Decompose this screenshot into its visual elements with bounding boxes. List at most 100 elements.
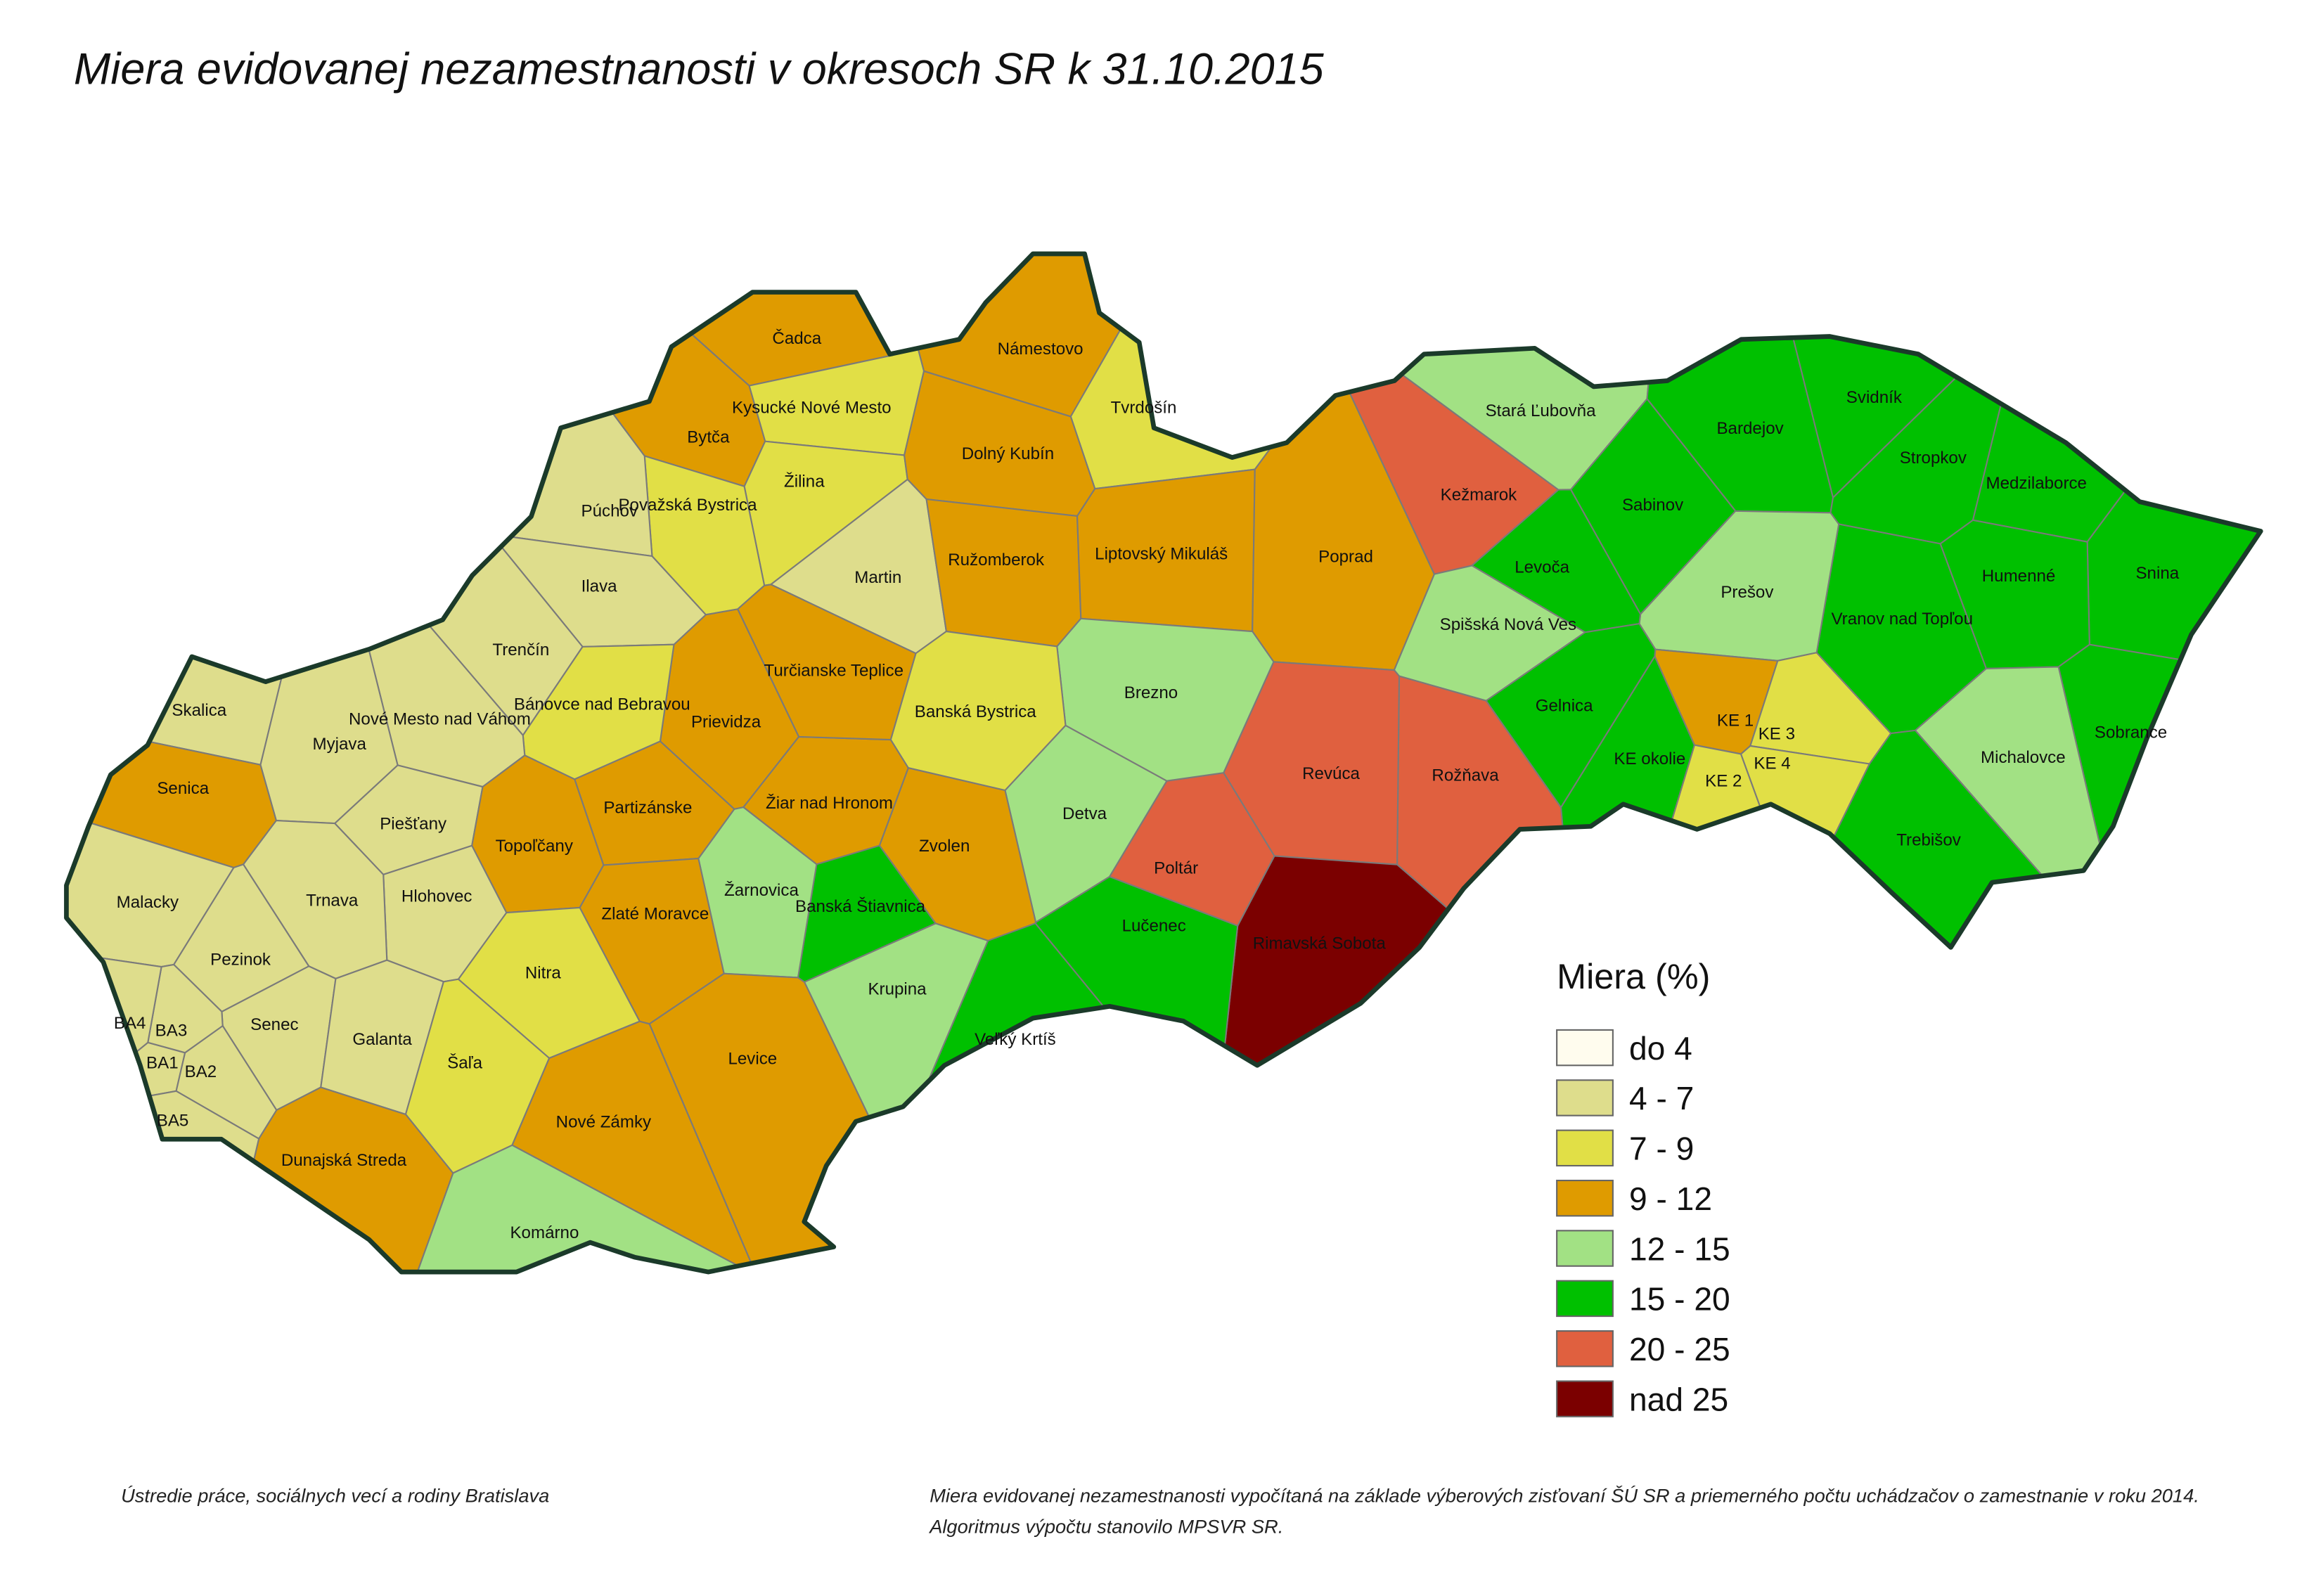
district-label: Zvolen	[919, 837, 970, 856]
district-label: Humenné	[1982, 567, 2056, 586]
method-note: Miera evidovanej nezamestnanosti vypočít…	[930, 1485, 2199, 1507]
district-label: Lučenec	[1122, 916, 1186, 935]
district	[648, 972, 915, 1273]
district-label: Považská Bystrica	[618, 496, 757, 515]
district-label: KE okolie	[1614, 749, 1685, 768]
district-label: Levice	[728, 1049, 777, 1068]
legend-label: 7 - 9	[1629, 1131, 1694, 1167]
legend-label: 20 - 25	[1629, 1331, 1730, 1367]
district	[300, 1144, 970, 1273]
district-label: Stará Ľubovňa	[1486, 401, 1597, 420]
district-label: Senec	[250, 1015, 298, 1034]
district-label: Vranov nad Topľou	[1831, 610, 1973, 629]
country-outline	[64, 251, 2263, 1275]
legend-label: nad 25	[1629, 1381, 1728, 1417]
district-label: Liptovský Mikuláš	[1095, 545, 1228, 564]
district-label: Nové Mesto nad Váhom	[349, 710, 531, 729]
district-label: Nitra	[525, 964, 562, 983]
district-label: Dunajská Streda	[281, 1151, 407, 1170]
district-label: Veľký Krtíš	[975, 1030, 1056, 1049]
district-label: Myjava	[312, 735, 366, 754]
method-note: Algoritmus výpočtu stanovilo MPSVR SR.	[928, 1516, 1283, 1538]
district-label: Rožňava	[1432, 766, 1499, 785]
legend-swatch	[1556, 1280, 1614, 1318]
legend-swatch	[1556, 1230, 1614, 1267]
district-label: Komárno	[510, 1223, 579, 1242]
district	[151, 1086, 454, 1273]
district-label: KE 3	[1758, 725, 1795, 744]
district-label: KE 4	[1754, 754, 1790, 773]
district-label: Prešov	[1721, 583, 1773, 602]
district-label: Malacky	[117, 893, 179, 912]
district-label: BA1	[146, 1054, 179, 1073]
district-label: Púchov	[581, 502, 638, 521]
legend-swatch	[1556, 1129, 1614, 1167]
district-label: Senica	[157, 779, 209, 798]
district-label: Žarnovica	[724, 881, 799, 900]
district-labels: Čadca Námestovo Tvrdošín Kysucké Nové Mesto…	[114, 328, 2180, 1242]
legend-label: 12 - 15	[1629, 1230, 1730, 1267]
district-label: Nové Zámky	[556, 1113, 652, 1132]
district-label: Revúca	[1302, 764, 1360, 783]
map-title: Miera evidovanej nezamestnanosti v okres…	[74, 45, 1325, 94]
district-label: Ružomberok	[948, 551, 1045, 569]
district-label: Poprad	[1318, 548, 1373, 567]
district-label: Banská Bystrica	[915, 702, 1037, 721]
district-label: Dolný Kubín	[962, 444, 1054, 463]
district-label: Krupina	[868, 980, 927, 999]
district-label: Trebišov	[1896, 831, 1961, 850]
legend-label: do 4	[1629, 1030, 1692, 1067]
legend-label: 9 - 12	[1629, 1180, 1712, 1217]
district-label: Kežmarok	[1441, 486, 1518, 505]
district-label: Čadca	[772, 328, 821, 348]
legend-swatch	[1556, 1380, 1614, 1417]
district-label: KE 1	[1717, 712, 1754, 731]
district-label: BA2	[185, 1062, 217, 1081]
source-note: Ústredie práce, sociálnych vecí a rodiny…	[121, 1485, 549, 1507]
district-label: Ilava	[581, 577, 618, 596]
district-label: Galanta	[352, 1030, 412, 1049]
district	[925, 498, 1082, 648]
legend-swatch	[1556, 1179, 1614, 1217]
district-label: Levoča	[1515, 558, 1569, 577]
district-label: Trnava	[306, 892, 359, 910]
district-label: Partizánske	[603, 798, 692, 817]
district-label: Hlohovec	[401, 887, 472, 906]
district-label: Gelnica	[1536, 697, 1593, 716]
district-label: Šaľa	[447, 1053, 483, 1073]
legend-label: 15 - 20	[1629, 1281, 1730, 1318]
district-label: Žilina	[784, 472, 825, 491]
legend-title: Miera (%)	[1557, 956, 1710, 996]
district-label: Bytča	[687, 428, 730, 447]
district-label: Bardejov	[1716, 419, 1783, 438]
district-label: Sobrance	[2095, 723, 2167, 742]
district-label: Svidník	[1846, 388, 1903, 407]
legend-swatch	[1556, 1330, 1614, 1367]
legend-label: 4 - 7	[1629, 1080, 1694, 1116]
district-label: Detva	[1062, 804, 1107, 823]
district-label: BA4	[114, 1014, 146, 1033]
district-label: BA3	[155, 1021, 188, 1040]
district-label: Žiar nad Hronom	[766, 794, 893, 813]
district-label: Námestovo	[998, 340, 1084, 359]
district-label: Spišská Nová Ves	[1440, 615, 1576, 634]
district-label: Pezinok	[210, 951, 271, 970]
district-label: Kysucké Nové Mesto	[732, 399, 892, 418]
district-label: Michalovce	[1981, 748, 2066, 767]
district-label: Medzilaborce	[1986, 474, 2086, 493]
district-label: Piešťany	[380, 815, 447, 834]
district-label: Brezno	[1124, 683, 1178, 702]
legend: do 4 4 - 7 7 - 9 9 - 12 12 - 15 15 - 20 20 - 2…	[1556, 1029, 1730, 1417]
district-label: Zlaté Moravce	[601, 905, 709, 924]
district-label: Topoľčany	[496, 837, 574, 856]
district-label: Sabinov	[1622, 496, 1683, 515]
legend-swatch	[1556, 1029, 1614, 1067]
district-label: Banská Štiavnica	[795, 896, 926, 916]
district-label: KE 2	[1705, 772, 1742, 791]
district-label: Bánovce nad Bebravou	[514, 695, 690, 714]
legend-swatch	[1556, 1079, 1614, 1116]
district-label: Turčianske Teplice	[764, 661, 904, 680]
district-label: Stropkov	[1900, 449, 1967, 468]
district-label: Snina	[2135, 564, 2179, 583]
